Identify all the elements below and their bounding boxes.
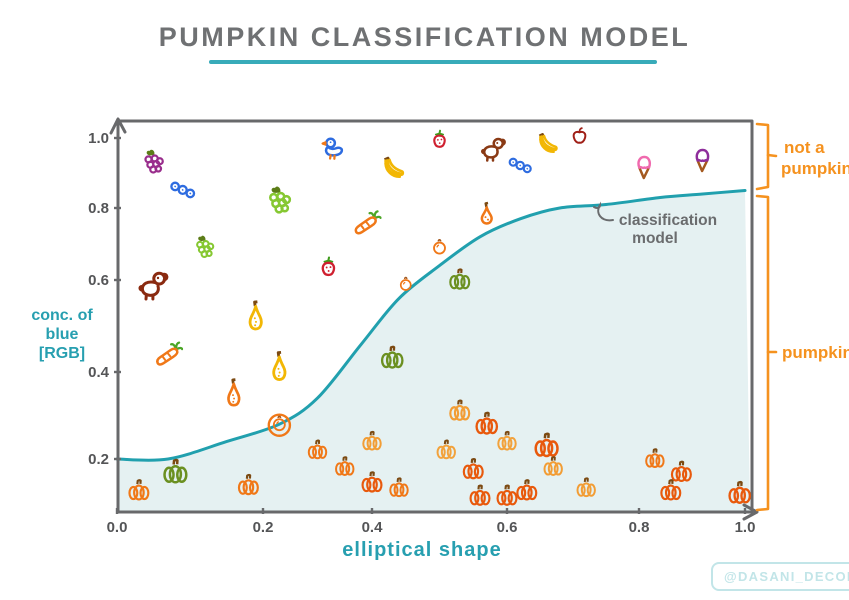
- highlight-ring-icon: [267, 413, 292, 437]
- banana-icon: [538, 133, 558, 154]
- carrot-icon: [354, 210, 382, 235]
- x-tick-label: 0.6: [497, 519, 518, 536]
- axis-ticks: [114, 136, 747, 514]
- axis-tick-labels: 0.0 0.2 0.4 0.6 0.8 1.0 0.2 0.4 0.6 0.8 1.0: [88, 130, 755, 536]
- title-underline: [209, 60, 657, 64]
- gourd-icon: [227, 378, 241, 407]
- y-axis-label-line3: [RGB]: [39, 345, 85, 362]
- tomato-icon: [433, 238, 446, 255]
- watermark-badge: @DASANI_DECODED: [711, 562, 849, 591]
- curve-annotation-line1: classification: [619, 212, 717, 229]
- x-tick-label: 0.2: [253, 519, 274, 536]
- annotation-arrow-icon: [593, 201, 614, 222]
- strawberry-icon: [321, 256, 336, 277]
- y-tick-label: 0.4: [88, 364, 110, 381]
- strawberry-icon: [433, 129, 446, 148]
- plot-border: [116, 119, 754, 514]
- tomato-icon: [399, 276, 412, 291]
- x-tick-label: 1.0: [735, 519, 756, 536]
- pear-icon: [480, 201, 493, 225]
- grapes-icon: [269, 185, 292, 214]
- duck-icon: [321, 137, 344, 160]
- y-tick-label: 0.8: [88, 200, 109, 217]
- x-axis-label: elliptical shape: [342, 539, 501, 561]
- region-label-pumpkin: pumpkin: [782, 343, 849, 362]
- y-tick-label: 0.6: [88, 272, 109, 289]
- classification-curve: [115, 189, 747, 462]
- dog-icon: [138, 271, 169, 301]
- chart-title: PUMPKIN CLASSIFICATION MODEL: [158, 22, 691, 52]
- icecream-icon: [637, 155, 652, 180]
- y-tick-label: 1.0: [88, 130, 109, 147]
- berries-icon: [508, 157, 532, 174]
- pumpkin-bracket: [755, 194, 770, 512]
- curve-annotation-line2: model: [632, 230, 678, 247]
- not-a-pumpkin-bracket: [755, 122, 770, 191]
- grapes-icon: [196, 235, 215, 258]
- y-axis-label-line2: blue: [46, 326, 79, 343]
- x-axis-arrow-icon: [742, 503, 759, 521]
- grapes-icon: [144, 149, 164, 174]
- x-tick-label: 0.8: [629, 519, 650, 536]
- apple-icon: [572, 127, 587, 144]
- scatter-points: [128, 127, 752, 506]
- region-label-not-a-pumpkin-line2: pumpkin: [781, 159, 849, 178]
- axes: [109, 117, 759, 521]
- curve-annotation: classification model: [593, 201, 717, 247]
- y-axis-arrow-icon: [109, 117, 127, 135]
- region-label-not-a-pumpkin-line1: not a: [784, 138, 825, 157]
- y-axis-label-line1: conc. of: [31, 307, 93, 324]
- x-tick-label: 0.4: [362, 519, 384, 536]
- not-a-pumpkin-bracket-nub: [766, 153, 778, 158]
- carrot-icon: [156, 341, 184, 366]
- x-tick-label: 0.0: [107, 519, 128, 536]
- pumpkin-region-fill: [117, 190, 750, 511]
- banana-icon: [383, 156, 405, 179]
- y-tick-label: 0.2: [88, 451, 109, 468]
- gourd-icon: [272, 350, 287, 381]
- y-axis-label: conc. of blue [RGB]: [31, 307, 93, 362]
- gourd-icon: [248, 300, 263, 331]
- icecream-icon: [695, 148, 710, 173]
- dog-icon: [480, 137, 506, 162]
- region-brackets: [755, 122, 778, 512]
- berries-icon: [170, 181, 196, 199]
